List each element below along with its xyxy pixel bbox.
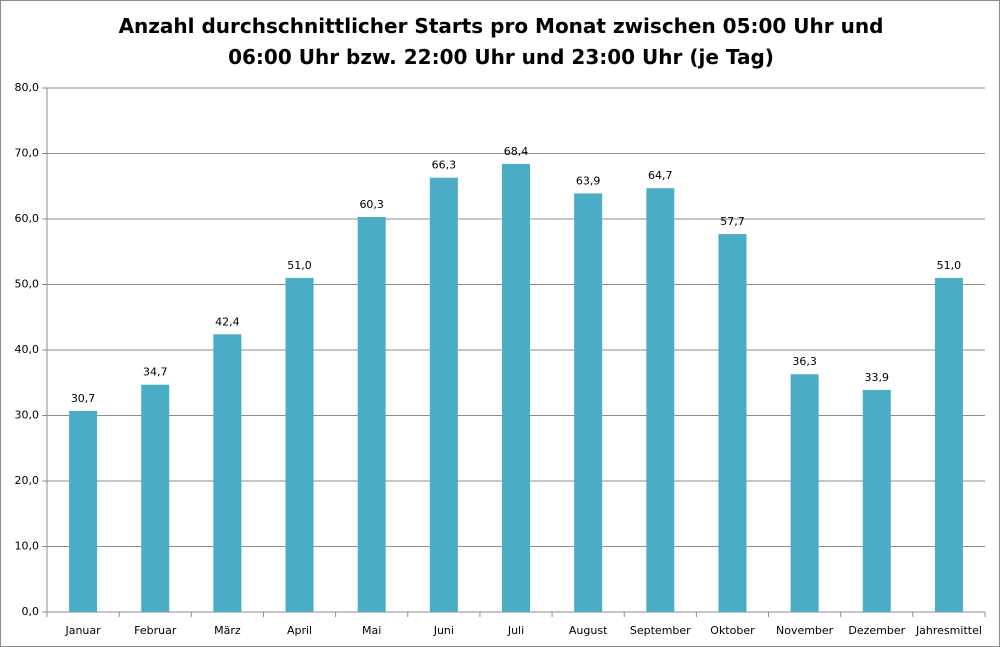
x-tick-label: Oktober xyxy=(710,624,755,637)
x-tick-label: Juni xyxy=(433,624,454,637)
bar xyxy=(285,277,314,612)
x-tick-label: April xyxy=(287,624,312,637)
x-tick-label: Mai xyxy=(362,624,381,637)
x-tick-label: Jahresmittel xyxy=(915,624,982,637)
bar xyxy=(357,217,386,612)
bar xyxy=(934,277,963,612)
value-label: 60,3 xyxy=(359,198,384,211)
x-tick-label: März xyxy=(214,624,241,637)
x-tick-label: Dezember xyxy=(848,624,905,637)
y-tick-label: 50,0 xyxy=(15,278,40,291)
x-tick-label: Februar xyxy=(134,624,177,637)
value-label: 57,7 xyxy=(720,215,745,228)
y-tick-label: 20,0 xyxy=(15,474,40,487)
bar xyxy=(574,193,603,612)
bar xyxy=(429,177,458,613)
value-label: 68,4 xyxy=(504,145,529,158)
bar xyxy=(646,188,675,612)
y-tick-label: 30,0 xyxy=(15,409,40,422)
y-tick-label: 80,0 xyxy=(15,81,40,94)
bar xyxy=(69,410,98,612)
bar xyxy=(718,234,747,612)
bar xyxy=(790,374,819,612)
value-label: 51,0 xyxy=(287,259,312,272)
value-label: 34,7 xyxy=(143,366,168,379)
chart-title: Anzahl durchschnittlicher Starts pro Mon… xyxy=(118,14,884,69)
x-tick-label: November xyxy=(776,624,834,637)
value-label: 66,3 xyxy=(432,159,457,172)
bar xyxy=(213,334,242,612)
y-tick-label: 60,0 xyxy=(15,212,40,225)
y-tick-label: 70,0 xyxy=(15,147,40,160)
value-label: 36,3 xyxy=(792,355,817,368)
x-tick-label: Januar xyxy=(64,624,101,637)
value-label: 30,7 xyxy=(71,392,96,405)
value-label: 42,4 xyxy=(215,315,240,328)
value-label: 51,0 xyxy=(937,259,962,272)
bar xyxy=(862,389,891,612)
x-tick-label: August xyxy=(569,624,608,637)
value-label: 63,9 xyxy=(576,174,601,187)
bar xyxy=(141,384,170,612)
x-tick-label: September xyxy=(630,624,691,637)
y-tick-label: 40,0 xyxy=(15,343,40,356)
x-tick-label: Juli xyxy=(507,624,524,637)
y-tick-label: 10,0 xyxy=(15,540,40,553)
y-tick-label: 0,0 xyxy=(22,605,40,618)
value-label: 64,7 xyxy=(648,169,673,182)
bar xyxy=(502,163,530,613)
value-label: 33,9 xyxy=(865,371,890,384)
